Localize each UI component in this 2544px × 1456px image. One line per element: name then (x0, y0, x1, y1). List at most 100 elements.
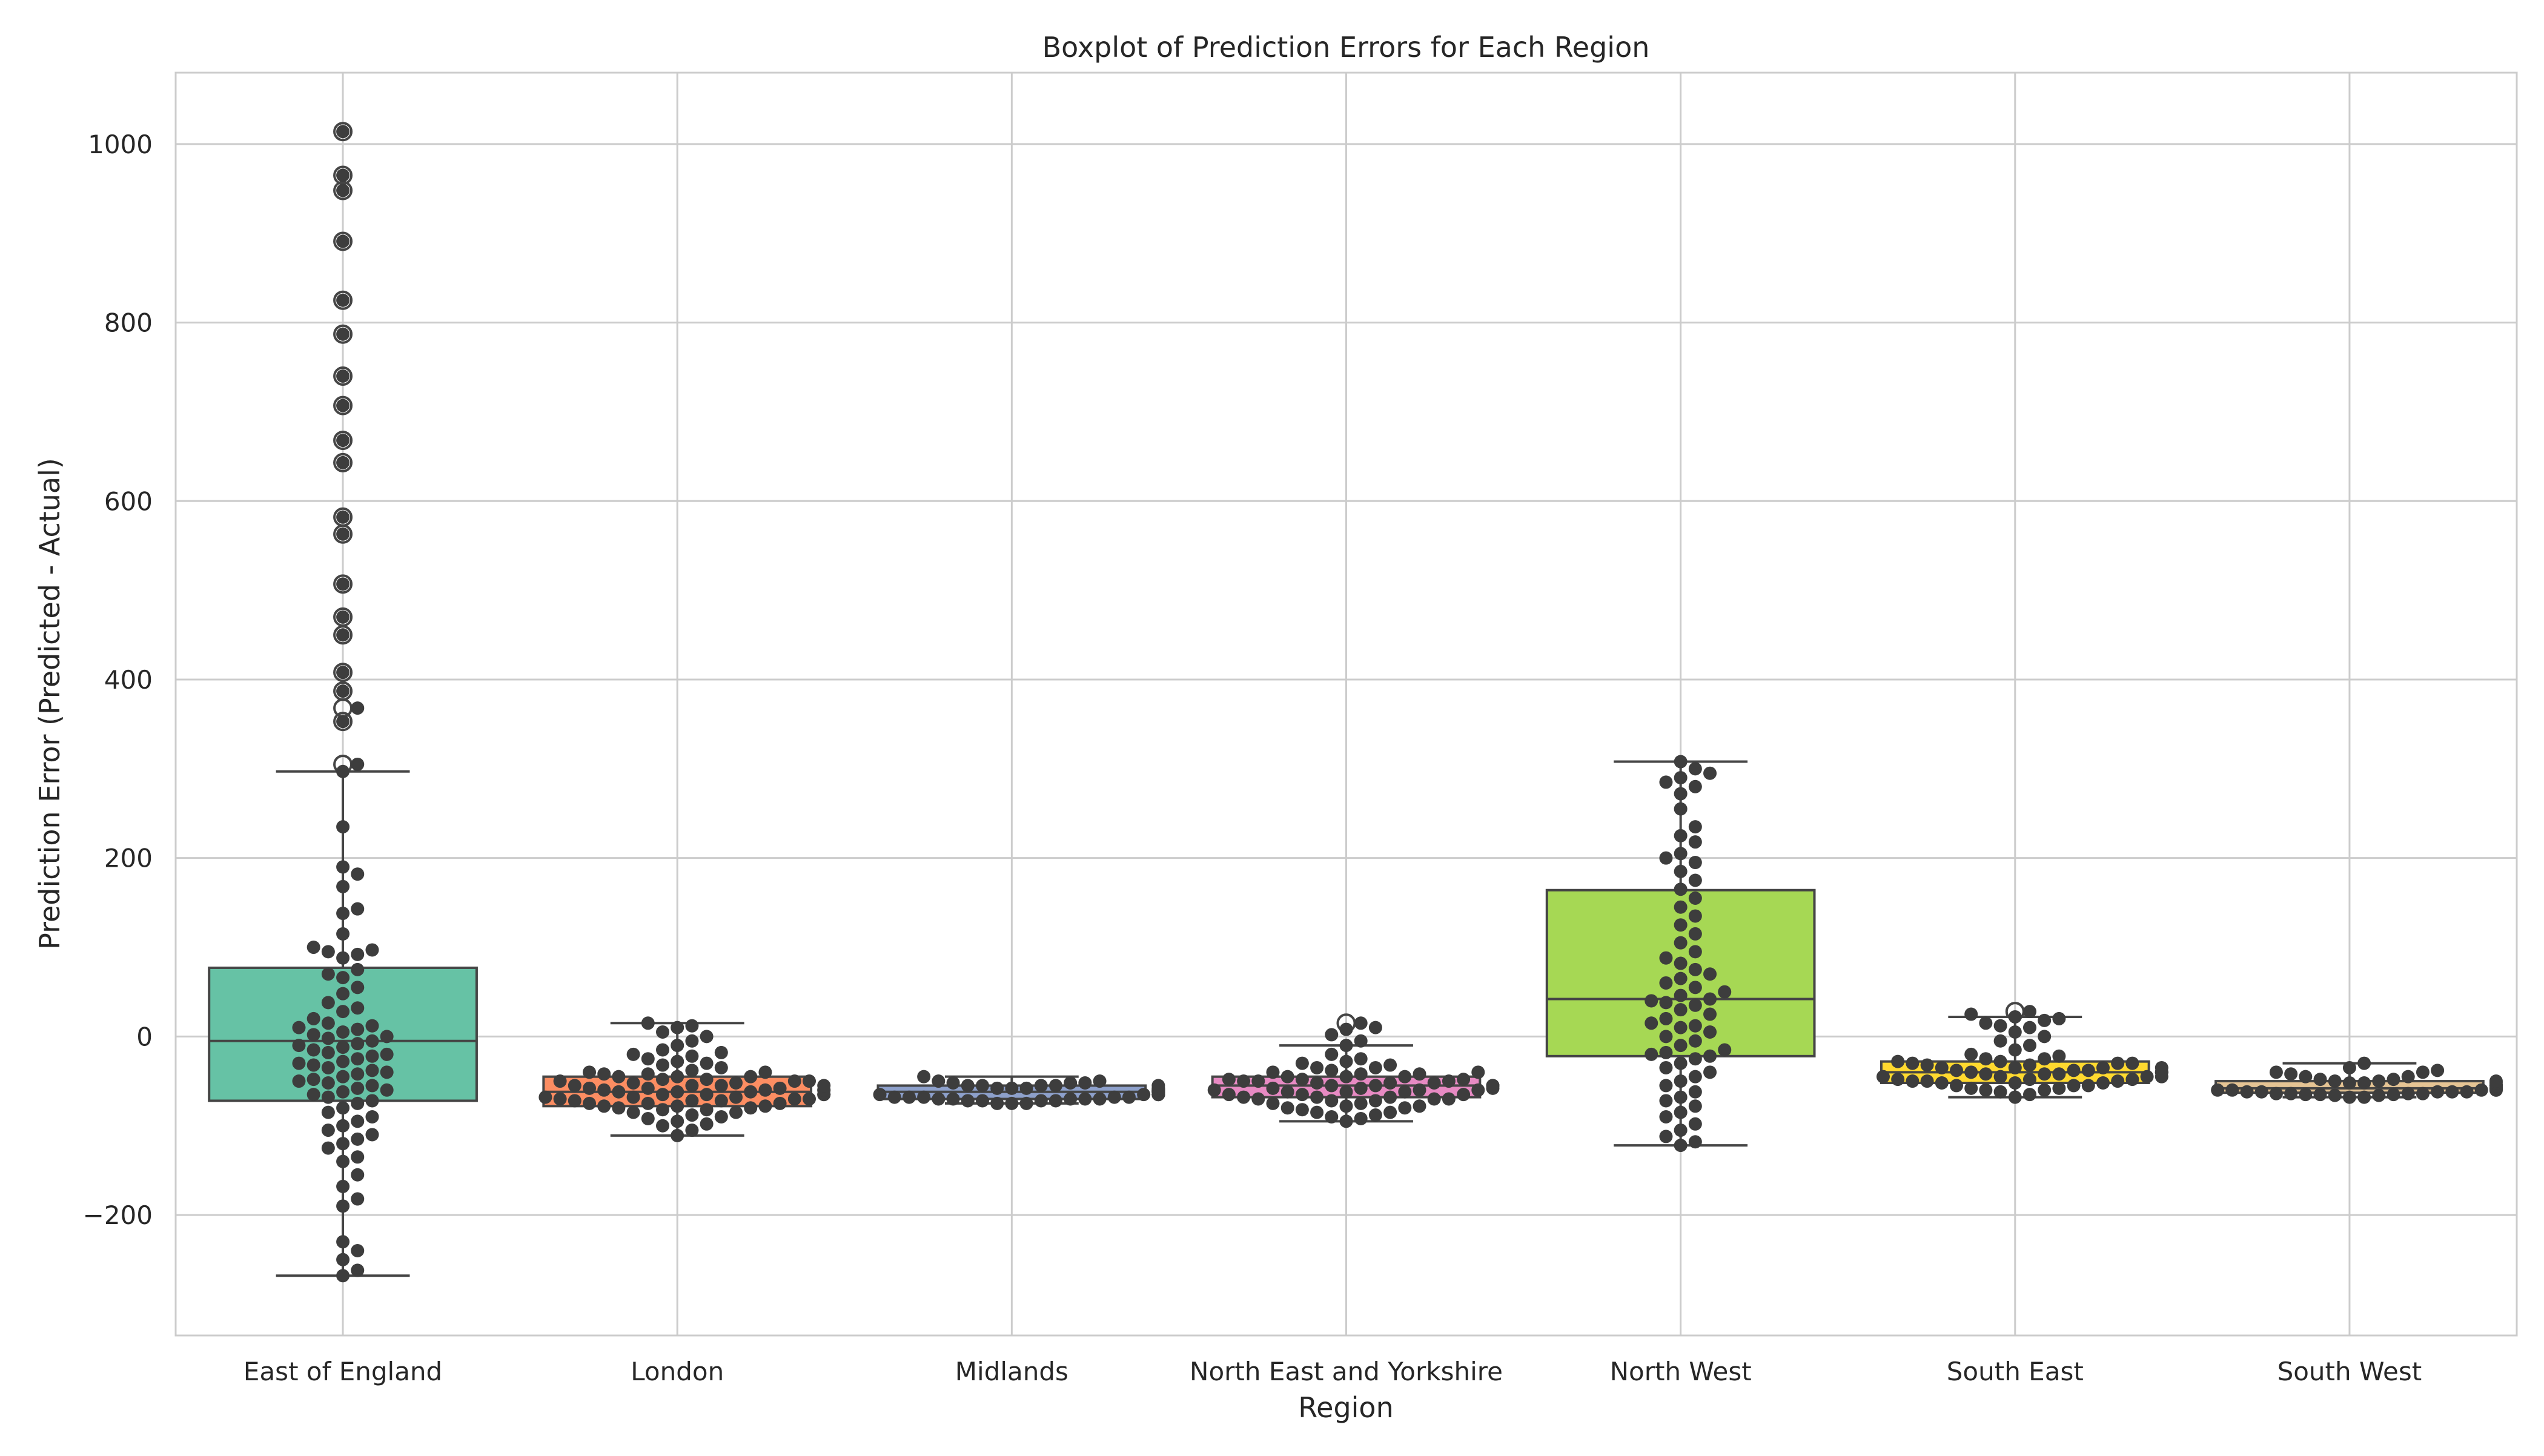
swarm-point (961, 1094, 975, 1108)
swarm-point (2489, 1074, 2503, 1088)
swarm-point (336, 399, 350, 412)
swarm-point (336, 927, 350, 941)
swarm-point (321, 1105, 335, 1119)
swarm-point (336, 510, 350, 524)
swarm-point (1920, 1058, 1934, 1072)
swarm-point (1674, 771, 1688, 785)
swarm-point (1325, 1110, 1339, 1123)
swarm-point (1645, 1016, 1658, 1030)
y-tick-label: 600 (104, 486, 153, 516)
swarm-point (2038, 1067, 2052, 1081)
swarm-point (656, 1119, 670, 1133)
swarm-point (1339, 1114, 1353, 1128)
swarm-point (336, 369, 350, 383)
swarm-point (1093, 1074, 1107, 1088)
swarm-point (1688, 1034, 1702, 1048)
swarm-point (1048, 1079, 1062, 1093)
outlier-marker (333, 290, 353, 310)
swarm-point (700, 1088, 714, 1102)
swarm-point (351, 1081, 365, 1095)
swarm-point (1325, 1064, 1339, 1077)
swarm-point (685, 1123, 699, 1137)
swarm-point (1688, 820, 1702, 834)
swarm-point (744, 1101, 758, 1115)
swarm-point (351, 867, 365, 881)
swarm-point (1674, 1139, 1688, 1153)
swarm-point (1703, 1065, 1717, 1079)
swarm-point (1688, 856, 1702, 870)
swarm-point (1398, 1070, 1412, 1084)
swarm-point (1674, 1039, 1688, 1053)
swarm-point (2328, 1088, 2342, 1102)
swarm-point (1005, 1096, 1019, 1110)
swarm-point (2431, 1064, 2445, 1077)
swarm-point (1688, 891, 1702, 905)
swarm-point (1674, 864, 1688, 878)
swarm-point (1339, 1054, 1353, 1068)
swarm-point (336, 666, 350, 680)
swarm-point (1718, 985, 1732, 999)
swarm-point (1688, 1085, 1702, 1099)
swarm-point (1486, 1079, 1500, 1093)
swarm-point (626, 1047, 640, 1061)
swarm-point (1659, 1079, 1673, 1093)
swarm-point (685, 1064, 699, 1077)
swarm-point (2460, 1085, 2474, 1099)
swarm-point (351, 1001, 365, 1015)
swarm-point (1688, 1117, 1702, 1131)
swarm-point (1993, 1034, 2007, 1048)
swarm-point (1413, 1099, 1426, 1113)
swarm-point (1674, 1003, 1688, 1017)
swarm-point (336, 1235, 350, 1249)
swarm-point (1354, 1016, 1368, 1030)
x-tick-labels: East of England London Midlands North East … (243, 1357, 2422, 1386)
swarm-point (1122, 1090, 1136, 1104)
swarm-point (365, 943, 379, 957)
swarm-point (1237, 1090, 1251, 1104)
swarm-point (1659, 851, 1673, 865)
swarm-point (671, 1054, 684, 1068)
swarm-point (380, 1030, 394, 1044)
swarm-point (773, 1081, 787, 1095)
swarm-point (336, 1025, 350, 1039)
swarm-point (2008, 1090, 2022, 1104)
x-axis-label: Region (1298, 1391, 1393, 1424)
swarm-point (2022, 1073, 2036, 1087)
swarm-point (1688, 762, 1702, 776)
swarm-point (1383, 1090, 1397, 1104)
swarm-point (1906, 1074, 1920, 1088)
swarm-point (1383, 1058, 1397, 1072)
swarm-point (729, 1076, 743, 1090)
swarm-point (365, 1049, 379, 1063)
swarm-point (2313, 1088, 2327, 1102)
swarm-point (671, 1070, 684, 1084)
swarm-point (2299, 1088, 2313, 1102)
swarm-point (656, 1058, 670, 1072)
swarm-point (2401, 1087, 2415, 1100)
swarm-point (1674, 918, 1688, 932)
swarm-point (612, 1070, 626, 1084)
swarm-point (1979, 1016, 1993, 1030)
swarm-point (336, 1085, 350, 1099)
swarm-point (1703, 967, 1717, 981)
swarm-point (336, 1070, 350, 1084)
swarm-point (1222, 1073, 1236, 1087)
swarm-point (641, 1096, 655, 1110)
swarm-point (1354, 1081, 1368, 1095)
swarm-point (1339, 1022, 1353, 1036)
swarm-point (2067, 1064, 2081, 1077)
swarm-point (336, 1054, 350, 1068)
swarm-point (946, 1092, 960, 1106)
swarm-point (336, 628, 350, 642)
y-tick-label: 200 (104, 844, 153, 873)
swarm-point (1659, 996, 1673, 1010)
swarm-point (975, 1079, 989, 1093)
swarm-point (336, 1269, 350, 1283)
swarm-point (380, 1065, 394, 1079)
swarm-point (2357, 1090, 2371, 1104)
swarm-point (1034, 1079, 1048, 1093)
swarm-point (1034, 1094, 1048, 1108)
swarm-point (917, 1090, 931, 1104)
swarm-point (2357, 1056, 2371, 1070)
